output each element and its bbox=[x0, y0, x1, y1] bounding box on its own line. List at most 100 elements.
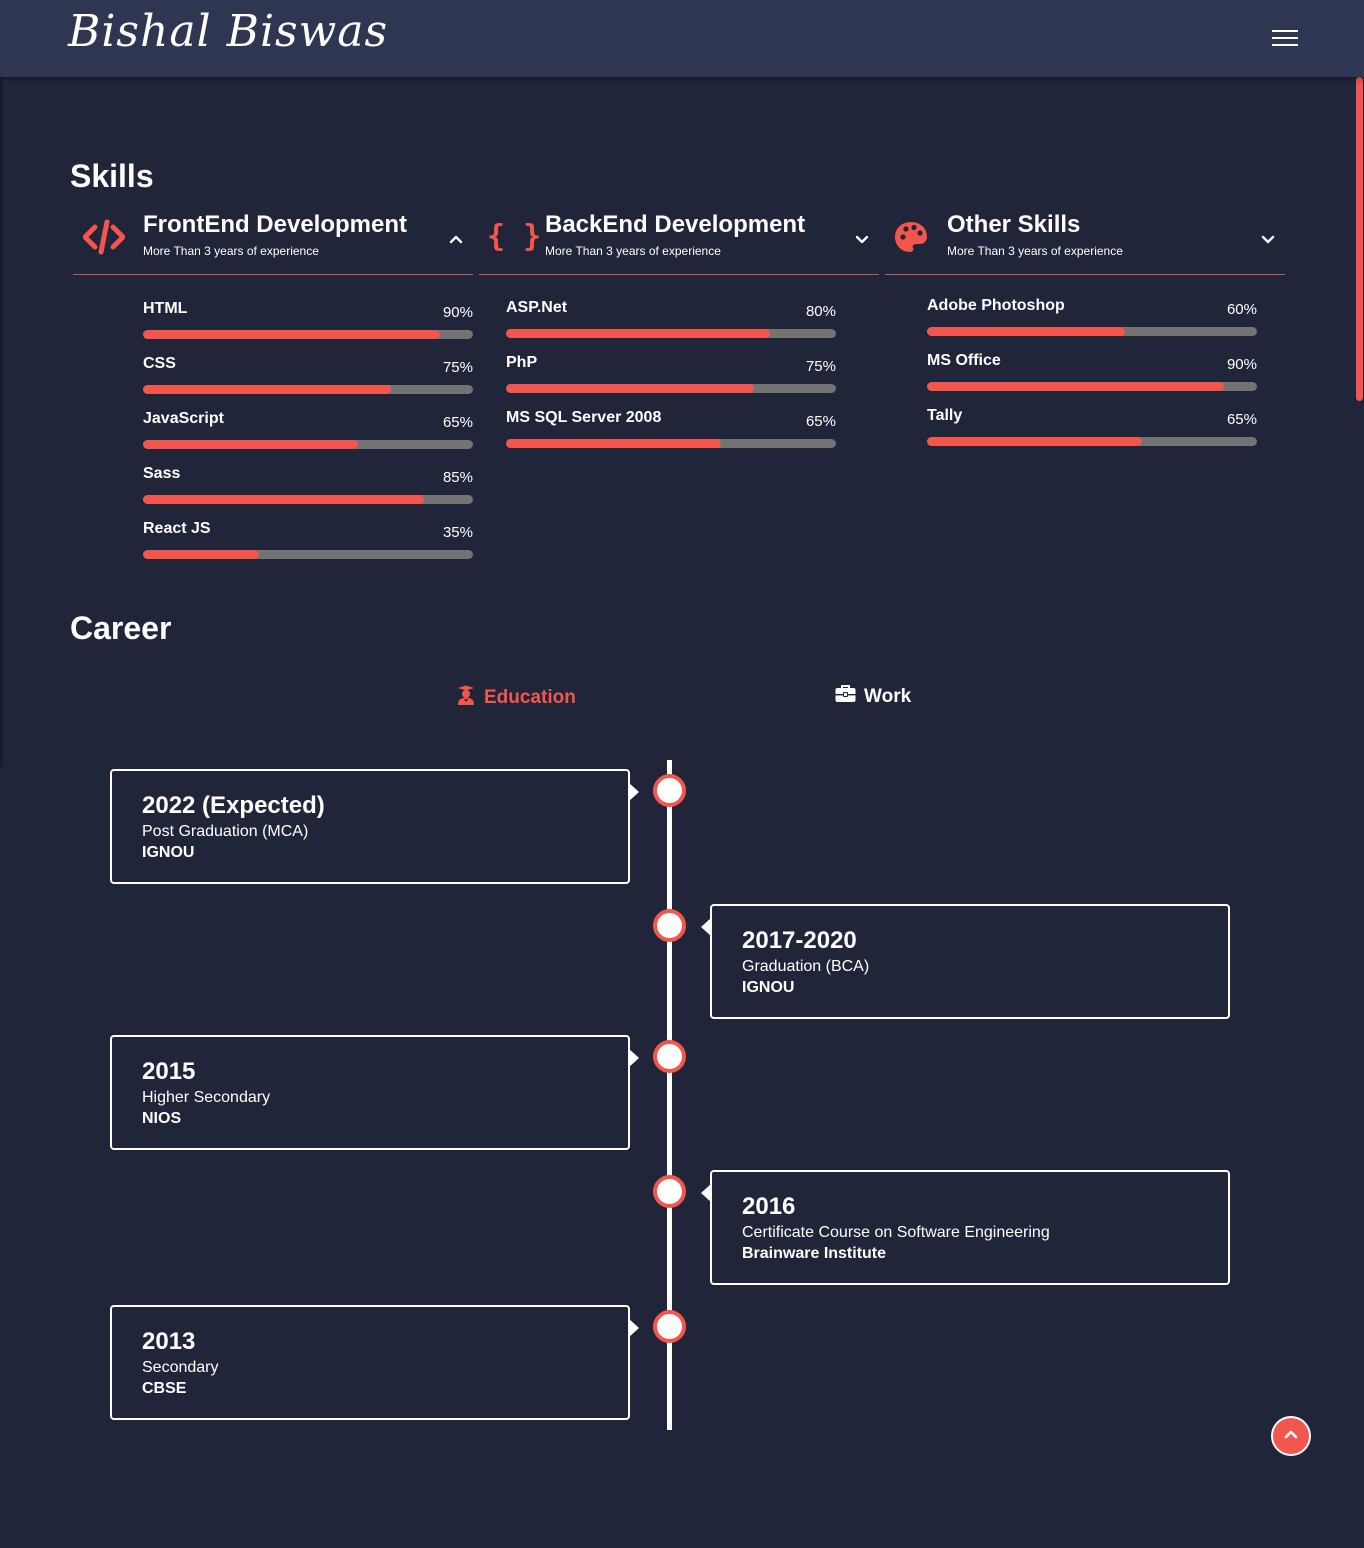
skill-percent: 75% bbox=[805, 358, 836, 375]
skill-item: MS Office 90% bbox=[927, 352, 1257, 407]
timeline-dot bbox=[653, 774, 686, 807]
skill-group-subtitle: More Than 3 years of experience bbox=[947, 244, 1123, 258]
skill-bar bbox=[927, 327, 1257, 336]
skill-bar bbox=[506, 439, 836, 448]
scroll-top-button[interactable] bbox=[1271, 1416, 1311, 1456]
skill-bar-fill bbox=[143, 495, 424, 504]
skill-bar bbox=[506, 329, 836, 338]
skill-name: Adobe Photoshop bbox=[927, 297, 1065, 314]
timeline-degree: Secondary bbox=[142, 1359, 219, 1376]
skill-percent: 65% bbox=[805, 413, 836, 430]
skill-group-header[interactable]: Other Skills More Than 3 years of experi… bbox=[885, 205, 1285, 275]
skill-name: React JS bbox=[143, 520, 211, 537]
timeline-card: 2016 Certificate Course on Software Engi… bbox=[701, 1170, 1230, 1285]
skill-bar-fill bbox=[143, 440, 358, 449]
card-pointer bbox=[629, 1049, 639, 1067]
card-pointer bbox=[629, 783, 639, 801]
skill-bar bbox=[143, 330, 473, 339]
skill-name: MS SQL Server 2008 bbox=[506, 409, 662, 426]
skill-bar-fill bbox=[927, 382, 1224, 391]
skill-group-subtitle: More Than 3 years of experience bbox=[545, 244, 721, 258]
site-header: Bishal Biswas bbox=[0, 0, 1364, 77]
skill-group-frontend: FrontEnd Development More Than 3 years o… bbox=[73, 205, 473, 275]
timeline-dot bbox=[653, 1310, 686, 1343]
skill-group-subtitle: More Than 3 years of experience bbox=[143, 244, 319, 258]
timeline-year: 2015 bbox=[142, 1058, 196, 1085]
tab-work[interactable]: Work bbox=[835, 685, 911, 709]
timeline-institute: IGNOU bbox=[142, 844, 195, 861]
skill-name: ASP.Net bbox=[506, 299, 568, 316]
timeline-institute: Brainware Institute bbox=[742, 1245, 887, 1262]
timeline-year: 2022 (Expected) bbox=[142, 792, 325, 819]
skill-name: MS Office bbox=[927, 352, 1001, 369]
chevron-up-icon bbox=[1283, 1426, 1299, 1447]
skill-group-backend: { } BackEnd Development More Than 3 year… bbox=[479, 205, 879, 275]
chevron-down-icon[interactable] bbox=[855, 232, 869, 246]
career-title: Career bbox=[70, 610, 172, 646]
skill-bar bbox=[927, 437, 1257, 446]
timeline-card: 2013 Secondary CBSE bbox=[110, 1305, 639, 1420]
skill-item: CSS 75% bbox=[143, 355, 473, 410]
skill-percent: 85% bbox=[442, 469, 473, 486]
palette-icon bbox=[893, 219, 929, 260]
skill-bar bbox=[143, 495, 473, 504]
skill-percent: 35% bbox=[442, 524, 473, 541]
skill-percent: 80% bbox=[805, 303, 836, 320]
timeline-institute: CBSE bbox=[142, 1380, 187, 1397]
skill-percent: 90% bbox=[442, 304, 473, 321]
skill-bar-fill bbox=[927, 437, 1142, 446]
skill-bar bbox=[143, 440, 473, 449]
skill-item: JavaScript 65% bbox=[143, 410, 473, 465]
tab-label: Work bbox=[864, 686, 912, 707]
chevron-up-icon[interactable] bbox=[449, 232, 463, 246]
skill-item: Adobe Photoshop 60% bbox=[927, 297, 1257, 352]
skill-item: ASP.Net 80% bbox=[506, 299, 836, 354]
skill-group-other: Other Skills More Than 3 years of experi… bbox=[885, 205, 1285, 275]
skill-bar bbox=[927, 382, 1257, 391]
timeline-degree: Graduation (BCA) bbox=[742, 958, 870, 975]
tab-label: Education bbox=[484, 687, 576, 708]
curly-braces-icon: { } bbox=[487, 219, 542, 254]
skill-percent: 75% bbox=[442, 359, 473, 376]
timeline-institute: IGNOU bbox=[742, 979, 795, 996]
timeline-card: 2017-2020 Graduation (BCA) IGNOU bbox=[701, 904, 1230, 1019]
skill-group-header[interactable]: { } BackEnd Development More Than 3 year… bbox=[479, 205, 879, 275]
skill-bar bbox=[143, 550, 473, 559]
skill-bar-fill bbox=[143, 330, 440, 339]
timeline-year: 2017-2020 bbox=[742, 927, 857, 954]
chevron-down-icon[interactable] bbox=[1261, 232, 1275, 246]
timeline-dot bbox=[653, 1040, 686, 1073]
timeline-degree: Higher Secondary bbox=[142, 1089, 271, 1106]
skill-group-title: Other Skills bbox=[947, 211, 1081, 238]
skill-name: JavaScript bbox=[143, 410, 224, 427]
skill-item: MS SQL Server 2008 65% bbox=[506, 409, 836, 464]
card-pointer bbox=[701, 918, 711, 936]
skill-name: CSS bbox=[143, 355, 176, 372]
skill-percent: 60% bbox=[1226, 301, 1257, 318]
hamburger-menu-icon[interactable] bbox=[1270, 28, 1300, 50]
timeline-line bbox=[667, 760, 672, 1430]
skill-item: React JS 35% bbox=[143, 520, 473, 575]
timeline-dot bbox=[653, 909, 686, 942]
timeline-degree: Certificate Course on Software Engineeri… bbox=[742, 1224, 1050, 1241]
skill-item: Sass 85% bbox=[143, 465, 473, 520]
site-logo[interactable]: Bishal Biswas bbox=[68, 6, 389, 57]
skill-item: Tally 65% bbox=[927, 407, 1257, 462]
left-edge-shadow bbox=[0, 77, 3, 767]
graduate-icon bbox=[456, 685, 476, 711]
skill-item: PhP 75% bbox=[506, 354, 836, 409]
code-icon bbox=[82, 217, 126, 262]
timeline-year: 2013 bbox=[142, 1328, 196, 1355]
skill-group-title: FrontEnd Development bbox=[143, 211, 408, 238]
skill-bar bbox=[506, 384, 836, 393]
skill-percent: 90% bbox=[1226, 356, 1257, 373]
timeline-year: 2016 bbox=[742, 1193, 796, 1220]
skill-group-header[interactable]: FrontEnd Development More Than 3 years o… bbox=[73, 205, 473, 275]
skill-item: HTML 90% bbox=[143, 300, 473, 355]
timeline-card: 2022 (Expected) Post Graduation (MCA) IG… bbox=[110, 769, 639, 884]
skill-group-title: BackEnd Development bbox=[545, 211, 806, 238]
tab-education[interactable]: Education bbox=[456, 685, 576, 711]
skill-name: HTML bbox=[143, 300, 188, 317]
skill-bar-fill bbox=[506, 439, 721, 448]
scrollbar-thumb[interactable] bbox=[1356, 77, 1363, 401]
